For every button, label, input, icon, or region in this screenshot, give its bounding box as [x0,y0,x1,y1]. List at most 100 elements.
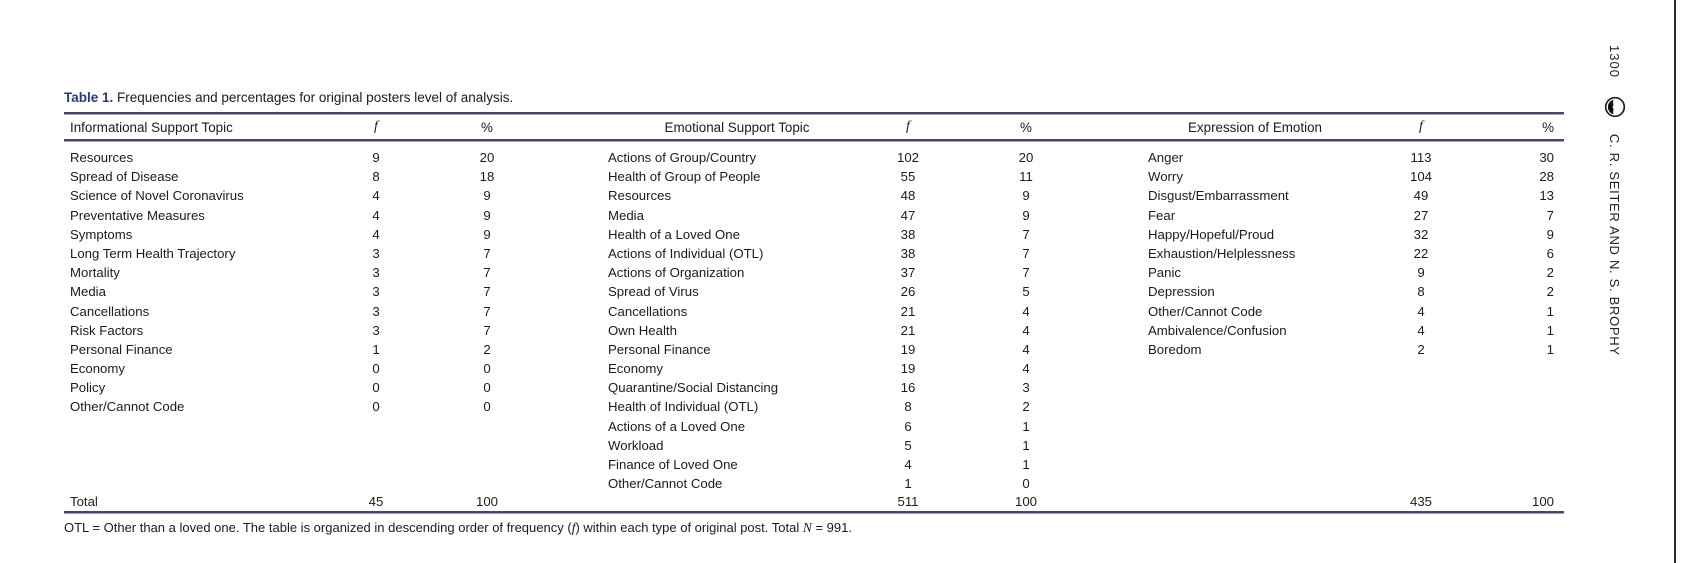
table-top-rule [64,112,1564,115]
f-cell: 47 [900,207,916,223]
f-cell: 37 [900,265,916,281]
f-cell: 3 [372,322,380,338]
f-cell: 0 [372,361,380,377]
f-cell [340,417,412,436]
column-spacer [562,474,598,493]
pct-cell: 20 [479,150,495,165]
pct-cell: 6 [1546,245,1554,261]
topic-cell: Exhaustion/Helplessness [1148,245,1296,261]
table-caption: Table 1. Frequencies and percentages for… [64,90,1564,106]
column-spacer [1112,167,1124,186]
total-f-cell: 435 [1409,494,1432,510]
column-spacer [1112,417,1124,436]
column-spacer [562,397,598,416]
column-spacer [1112,397,1124,416]
page-number: 1300 [1607,45,1623,78]
pct-cell: 3 [1022,380,1030,396]
pct-cell: 1 [1022,437,1030,453]
column-spacer [562,225,598,244]
total-pct-cell: 100 [1531,494,1554,510]
total-pct-cell: 100 [1014,494,1037,510]
topic-cell [1124,455,1386,474]
pct-cell: 18 [479,169,495,185]
f-cell: 32 [1413,226,1429,242]
f-cell: 4 [1417,322,1425,338]
column-spacer [562,302,598,321]
pct-cell [1456,455,1564,474]
topic-cell: Workload [608,437,664,453]
pct-cell: 7 [483,284,491,300]
column-spacer [562,244,598,263]
f-cell: 16 [900,380,916,396]
column-spacer [562,417,598,436]
column-spacer [562,455,598,474]
pct-cell: 2 [1546,265,1554,281]
f-cell: 6 [904,418,912,434]
f-cell: 21 [900,303,916,319]
topic-cell: Own Health [608,322,677,338]
column-header-pct-2: % [1020,119,1032,135]
topic-cell: Policy [70,380,106,396]
f-cell [1386,436,1456,455]
f-cell: 3 [372,265,380,281]
f-cell: 8 [372,169,380,185]
topic-cell: Media [70,284,106,300]
column-header-pct-1: % [481,119,493,135]
f-cell: 9 [1417,265,1425,281]
topic-cell [64,436,340,455]
topic-cell: Personal Finance [608,341,711,357]
pct-cell: 2 [1022,399,1030,415]
f-cell: 4 [904,457,912,472]
pct-cell: 9 [1022,188,1030,204]
table-row: Economy 0 0 Economy 19 4 [64,359,1564,378]
pct-cell [412,417,562,436]
pct-cell: 7 [1022,265,1030,281]
f-cell: 5 [904,437,912,453]
topic-cell: Risk Factors [70,322,144,338]
pct-cell: 9 [483,207,491,223]
topic-cell: Spread of Virus [608,284,699,300]
table-row: Resources 9 20 Actions of Group/Country 102 2… [64,148,1564,167]
topic-cell: Mortality [70,265,120,281]
pct-cell: 4 [1022,361,1030,377]
column-header-f-1: f [374,119,378,134]
f-cell: 19 [900,341,916,357]
column-spacer [1112,206,1124,225]
topic-cell: Media [608,207,644,223]
footnote-segment: = 991. [811,520,852,536]
table-row: Science of Novel Coronavirus 4 9 Resources 4… [64,186,1564,205]
pct-cell: 11 [1019,169,1033,185]
pct-cell: 2 [1546,284,1554,300]
table-row: Finance of Loved One 4 1 [64,455,1564,474]
total-label-cell: Total [70,494,98,510]
topic-cell: Symptoms [70,226,133,242]
f-cell [1386,474,1456,493]
pct-cell: 28 [1539,169,1554,185]
topic-cell: Cancellations [608,303,688,319]
f-cell: 48 [900,188,916,204]
f-cell: 8 [904,399,912,415]
topic-cell: Personal Finance [70,341,173,357]
topic-cell [64,417,340,436]
f-cell: 4 [372,207,380,223]
table-header-rule [64,139,1564,142]
table-row: Cancellations 3 7 Cancellations 21 4 Other/Can… [64,302,1564,321]
table-row: Personal Finance 1 2 Personal Finance 19 4 Bor… [64,340,1564,359]
f-cell: 19 [900,361,916,377]
topic-cell [1124,378,1386,397]
topic-cell [64,474,340,493]
column-spacer [562,282,598,301]
f-cell: 22 [1413,245,1429,261]
pct-cell: 9 [1546,226,1554,242]
topic-cell: Ambivalence/Confusion [1148,322,1287,338]
pct-cell: 9 [1022,207,1030,223]
column-spacer [562,263,598,282]
column-spacer [562,378,598,397]
topic-cell: Other/Cannot Code [1148,303,1263,319]
pct-cell: 0 [483,399,491,415]
topic-cell: Preventative Measures [70,207,205,223]
column-header-expression-of-emotion: Expression of Emotion [1188,119,1322,135]
f-cell: 102 [896,150,919,165]
column-spacer [1112,148,1124,167]
f-cell: 26 [900,284,916,300]
